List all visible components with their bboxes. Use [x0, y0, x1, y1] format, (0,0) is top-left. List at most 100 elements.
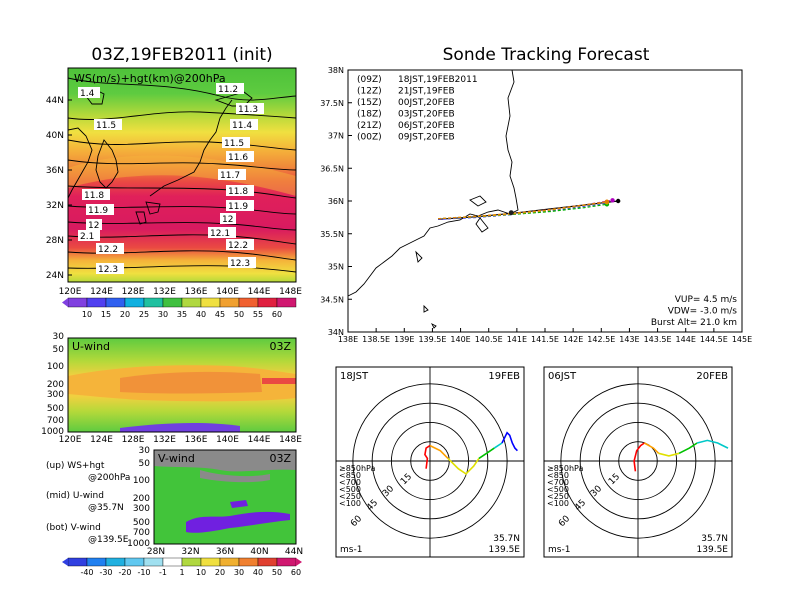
upper-map-label: WS(m/s)+hgt(km)@200hPa — [74, 72, 226, 85]
lon-tick-label: 140E — [216, 287, 239, 297]
colorbar-label: -40 — [80, 568, 93, 577]
level-legend: <850 — [339, 471, 361, 480]
level-legend: ≥850hPa — [547, 464, 584, 473]
level-legend: <700 — [547, 478, 569, 487]
lon-tick-label: 139E — [394, 335, 414, 344]
lon-tick-label: 145E — [732, 335, 752, 344]
legend-time-z: (21Z) — [357, 121, 382, 131]
hodograph-segment — [678, 442, 698, 455]
lat-tick-label: 38N — [328, 66, 344, 75]
contour-label: 12 — [222, 215, 233, 225]
level-legend: <250 — [547, 492, 569, 501]
legend-time-jst: 06JST,20FEB — [398, 121, 455, 131]
colorbar-label: 60 — [272, 310, 282, 319]
lon-tick-label: 143.5E — [644, 335, 672, 344]
colorbar-swatch — [219, 557, 240, 567]
hodograph-segment — [478, 447, 495, 460]
contour-label: 11.6 — [228, 153, 248, 163]
lon-tick-label: 138E — [338, 335, 358, 344]
p-tick-label: 700 — [47, 416, 64, 426]
colorbar-swatch — [276, 297, 297, 308]
colorbar-arrow-left — [62, 558, 68, 566]
tracking-lat-ticks: 38N 37.5N 37N 36.5N 36N 35.5N 35N 34.5N 34N — [320, 66, 352, 337]
hodograph-lon: 139.5E — [697, 545, 729, 555]
contour-label: 12.2 — [228, 241, 248, 251]
x-tick-label: 32N — [181, 547, 199, 557]
colorbar-swatch — [124, 297, 145, 308]
colorbar-label: 55 — [253, 310, 263, 319]
contour-label-bg — [218, 169, 246, 180]
colorbar-swatch — [162, 297, 183, 308]
legend-time-z: (15Z) — [357, 98, 382, 108]
lon-tick-label: 138.5E — [362, 335, 390, 344]
contour-label: 12.2 — [98, 245, 118, 255]
level-legend: <100 — [547, 499, 569, 508]
x-tick-label: 132E — [153, 435, 176, 445]
colorbar-swatch — [105, 297, 126, 308]
colorbar-swatch — [124, 557, 145, 567]
hodograph-rings — [544, 367, 732, 557]
colorbar-label: 20 — [120, 310, 130, 319]
lat-tick-label: 35N — [328, 263, 344, 272]
colorbar-label: -30 — [99, 568, 112, 577]
u-wind-label: U-wind — [72, 340, 110, 353]
lon-tick-label: 124E — [90, 287, 113, 297]
contour-label-bg — [78, 230, 100, 241]
colorbar-arrow-right — [296, 558, 302, 566]
contour-label: 11.7 — [220, 171, 240, 181]
hodograph-date: 20FEB — [696, 371, 728, 382]
colorbar-swatch — [257, 297, 278, 308]
colorbar-swatch — [105, 557, 126, 567]
lat-tick-label: 36N — [328, 197, 344, 206]
p-tick-label: 300 — [47, 390, 64, 400]
colorbar-label: 40 — [253, 568, 263, 577]
colorbar-label: -1 — [159, 568, 167, 577]
x-tick-label: 140E — [216, 435, 239, 445]
x-tick-label: 144E — [248, 435, 271, 445]
lat-tick-label: 37N — [328, 132, 344, 141]
x-tick-label: 120E — [59, 435, 82, 445]
colorbar-swatch — [181, 297, 202, 308]
u-wind-frame — [67, 337, 297, 433]
lat-tick-label: 35.5N — [320, 230, 344, 239]
contour-label: 11.5 — [96, 121, 116, 131]
level-legend: <700 — [339, 478, 361, 487]
contour-label: 11.8 — [228, 187, 248, 197]
colorbar-swatch — [200, 557, 221, 567]
p-tick-label: 30 — [139, 446, 151, 456]
hodograph-segment — [424, 444, 431, 469]
tracking-legend: (09Z) 18JST,19FEB2011 (12Z) 21JST,19FEB (15Z… — [357, 75, 478, 143]
lon-tick-label: 144E — [676, 335, 696, 344]
lon-tick-label: 136E — [185, 287, 208, 297]
lon-tick-label: 120E — [59, 287, 82, 297]
legend-time-jst: 18JST,19FEB2011 — [398, 75, 478, 85]
colorbar-swatch — [67, 557, 88, 567]
p-tick-label: 1000 — [41, 427, 64, 437]
contour-label: 11.5 — [224, 139, 244, 149]
level-legend: <500 — [339, 485, 361, 494]
lat-tick-label: 32N — [46, 201, 64, 211]
lon-tick-label: 142E — [563, 335, 583, 344]
colorbar-swatch — [200, 297, 221, 308]
u-wind-field — [68, 338, 296, 432]
level-legend: <250 — [339, 492, 361, 501]
colorbar-swatch — [86, 297, 107, 308]
track-endpoint — [610, 198, 615, 203]
hodograph-segment — [658, 452, 680, 457]
hodograph-segment — [696, 439, 729, 449]
contour-label-bg — [78, 87, 100, 98]
colorbar-swatch — [257, 557, 278, 567]
level-legend: <100 — [339, 499, 361, 508]
u-wind-x-ticks: 120E 124E 128E 132E 136E 140E 144E 148E — [59, 435, 303, 445]
x-tick-label: 36N — [216, 547, 234, 557]
p-tick-label: 100 — [47, 362, 64, 372]
lat-tick-label: 36N — [46, 166, 64, 176]
lat-tick-label: 24N — [46, 271, 64, 281]
tracking-coastline — [347, 69, 519, 329]
lon-tick-label: 148E — [279, 287, 302, 297]
tracking-info-line: Burst Alt= 21.0 km — [651, 318, 737, 328]
contour-label: 1.4 — [80, 89, 95, 99]
v-wind-label: V-wind — [158, 452, 195, 465]
contour-label-bg — [94, 119, 122, 130]
p-tick-label: 500 — [133, 518, 150, 528]
